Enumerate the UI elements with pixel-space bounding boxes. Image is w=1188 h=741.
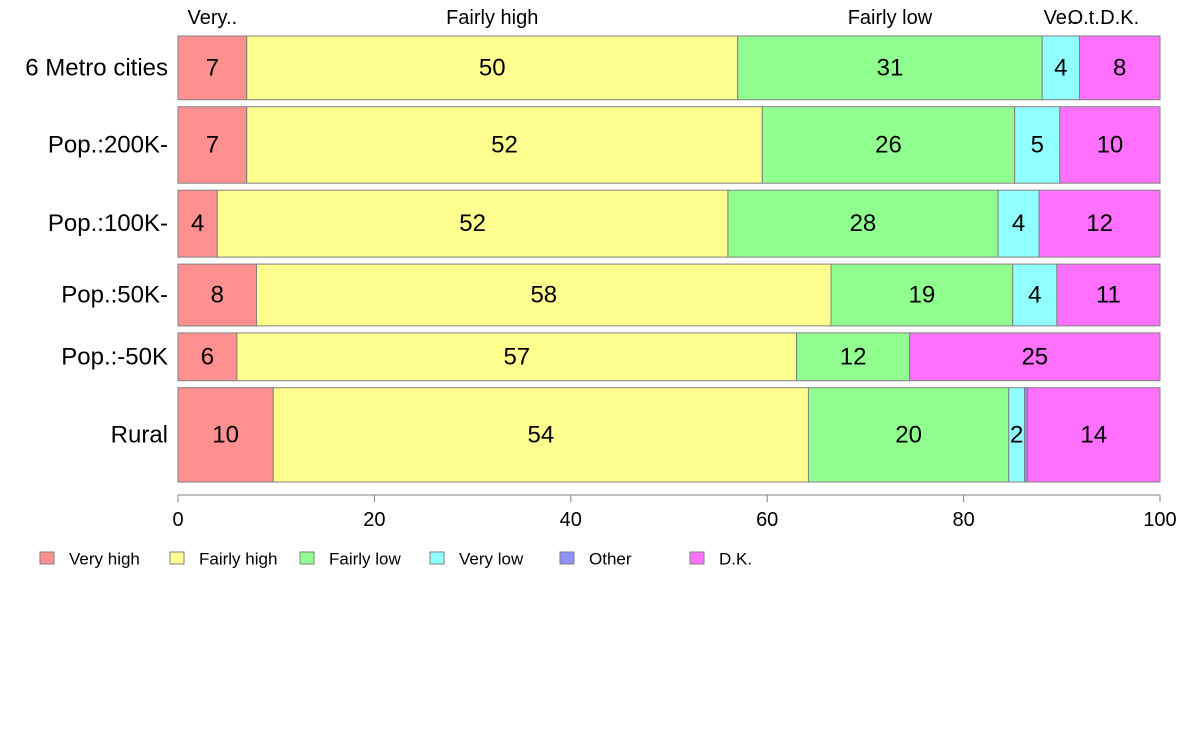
x-tick-label: 60 bbox=[756, 509, 778, 531]
bar-value-label: 10 bbox=[212, 421, 239, 448]
top-series-label: Fairly low bbox=[848, 7, 933, 29]
bar-value-label: 54 bbox=[527, 421, 554, 448]
bar-value-label: 6 bbox=[201, 343, 214, 370]
bar-segment bbox=[1059, 106, 1161, 184]
legend-label: Other bbox=[589, 550, 632, 569]
bar-segment bbox=[1026, 387, 1161, 483]
top-series-label: Ve.. bbox=[1044, 7, 1078, 29]
legend-swatch bbox=[299, 551, 315, 565]
row-label: Pop.:200K- bbox=[48, 131, 168, 158]
row-label: 6 Metro cities bbox=[25, 54, 168, 81]
top-series-label: O.t.. bbox=[1068, 7, 1106, 29]
bar-value-label: 12 bbox=[1086, 210, 1113, 237]
legend-label: Very low bbox=[459, 550, 524, 569]
bar-segment bbox=[997, 189, 1040, 258]
bar-value-label: 52 bbox=[491, 131, 518, 158]
bar-value-label: 11 bbox=[1096, 281, 1121, 308]
bar-value-label: 12 bbox=[840, 343, 867, 370]
bar-value-label: 10 bbox=[1097, 131, 1124, 158]
bar-value-label: 26 bbox=[875, 131, 902, 158]
x-tick-label: 100 bbox=[1143, 509, 1176, 531]
bar-value-label: 4 bbox=[191, 210, 204, 237]
bar-segment bbox=[909, 332, 1161, 382]
legend-label: Very high bbox=[69, 550, 140, 569]
bar-value-label: 7 bbox=[206, 54, 219, 81]
bar-value-label: 2 bbox=[1010, 421, 1023, 448]
legend-swatch bbox=[689, 551, 705, 565]
bar-value-label: 4 bbox=[1012, 210, 1025, 237]
legend-swatch bbox=[169, 551, 185, 565]
legend-label: Fairly high bbox=[199, 550, 277, 569]
row-label: Pop.:50K- bbox=[61, 281, 168, 308]
bar-segment bbox=[1012, 263, 1058, 327]
bar-segment bbox=[761, 106, 1016, 184]
bar-segment bbox=[796, 332, 911, 382]
row-label: Pop.:100K- bbox=[48, 210, 168, 237]
top-series-label: Very.. bbox=[188, 7, 238, 29]
bar-value-label: 19 bbox=[909, 281, 936, 308]
bar-value-label: 31 bbox=[877, 54, 904, 81]
bar-value-label: 57 bbox=[503, 343, 530, 370]
bar-segment bbox=[1038, 189, 1161, 258]
legend-label: Fairly low bbox=[329, 550, 402, 569]
top-series-label: D.K. bbox=[1100, 7, 1139, 29]
bar-segment bbox=[1056, 263, 1161, 327]
bar-segment bbox=[236, 332, 798, 382]
bar-value-label: 52 bbox=[459, 210, 486, 237]
x-tick-label: 0 bbox=[172, 509, 183, 531]
legend-swatch bbox=[429, 551, 445, 565]
bar-segment bbox=[177, 387, 274, 483]
bar-value-label: 50 bbox=[479, 54, 506, 81]
bar-segment bbox=[1014, 106, 1061, 184]
x-tick-label: 40 bbox=[560, 509, 582, 531]
bar-segment bbox=[177, 106, 248, 184]
bar-segment bbox=[246, 35, 739, 101]
bar-value-label: 5 bbox=[1031, 131, 1044, 158]
bar-segment bbox=[177, 35, 248, 101]
bar-segment bbox=[807, 387, 1010, 483]
bar-segment bbox=[737, 35, 1043, 101]
bar-value-label: 4 bbox=[1028, 281, 1041, 308]
bar-segment bbox=[272, 387, 809, 483]
bar-segment bbox=[216, 189, 729, 258]
bar-value-label: 8 bbox=[1113, 54, 1126, 81]
legend-swatch bbox=[39, 551, 55, 565]
row-label: Rural bbox=[111, 421, 168, 448]
bar-segment bbox=[830, 263, 1014, 327]
bar-value-label: 28 bbox=[850, 210, 877, 237]
row-label: Pop.:-50K bbox=[61, 343, 168, 370]
bar-value-label: 25 bbox=[1021, 343, 1048, 370]
bar-segment bbox=[727, 189, 999, 258]
legend-swatch bbox=[559, 551, 575, 565]
bar-segment bbox=[256, 263, 832, 327]
bar-segment bbox=[246, 106, 763, 184]
bar-value-label: 20 bbox=[895, 421, 922, 448]
bar-value-label: 58 bbox=[530, 281, 557, 308]
bar-value-label: 14 bbox=[1080, 421, 1107, 448]
x-tick-label: 20 bbox=[363, 509, 385, 531]
bar-segment bbox=[177, 263, 258, 327]
bar-segment bbox=[1078, 35, 1161, 101]
bar-value-label: 8 bbox=[211, 281, 224, 308]
bar-segment bbox=[177, 332, 238, 382]
bar-value-label: 4 bbox=[1054, 54, 1067, 81]
top-series-label: Fairly high bbox=[446, 7, 538, 29]
bar-value-label: 7 bbox=[206, 131, 219, 158]
legend-label: D.K. bbox=[719, 550, 752, 569]
x-tick-label: 80 bbox=[952, 509, 974, 531]
